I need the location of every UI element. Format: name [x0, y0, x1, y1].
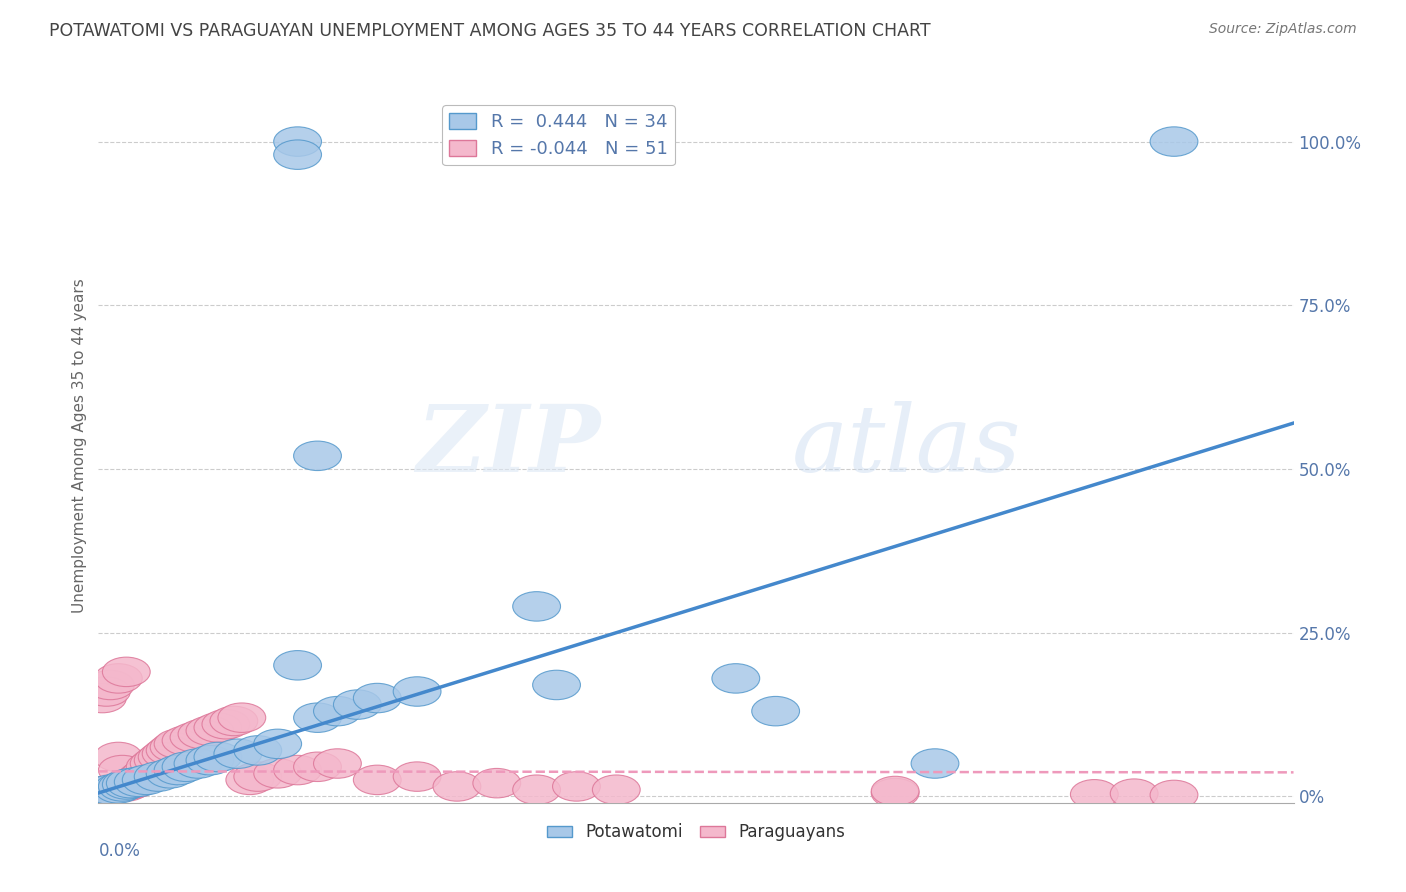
Ellipse shape	[394, 762, 441, 791]
Ellipse shape	[711, 664, 759, 693]
Ellipse shape	[155, 756, 202, 785]
Ellipse shape	[274, 127, 322, 156]
Ellipse shape	[1150, 127, 1198, 156]
Ellipse shape	[911, 748, 959, 778]
Ellipse shape	[513, 775, 561, 805]
Ellipse shape	[146, 736, 194, 765]
Ellipse shape	[433, 772, 481, 801]
Ellipse shape	[752, 697, 800, 726]
Text: Source: ZipAtlas.com: Source: ZipAtlas.com	[1209, 22, 1357, 37]
Ellipse shape	[146, 758, 194, 788]
Ellipse shape	[394, 677, 441, 706]
Ellipse shape	[353, 683, 401, 713]
Ellipse shape	[122, 765, 170, 795]
Ellipse shape	[162, 752, 209, 781]
Ellipse shape	[274, 650, 322, 680]
Ellipse shape	[114, 767, 162, 797]
Ellipse shape	[592, 775, 640, 805]
Text: atlas: atlas	[792, 401, 1021, 491]
Ellipse shape	[214, 739, 262, 768]
Text: 0.0%: 0.0%	[98, 842, 141, 860]
Ellipse shape	[111, 768, 159, 797]
Ellipse shape	[1070, 780, 1118, 809]
Ellipse shape	[170, 723, 218, 752]
Ellipse shape	[472, 768, 520, 797]
Ellipse shape	[233, 736, 281, 765]
Ellipse shape	[294, 703, 342, 732]
Ellipse shape	[274, 756, 322, 785]
Text: POTAWATOMI VS PARAGUAYAN UNEMPLOYMENT AMONG AGES 35 TO 44 YEARS CORRELATION CHAR: POTAWATOMI VS PARAGUAYAN UNEMPLOYMENT AM…	[49, 22, 931, 40]
Ellipse shape	[142, 739, 190, 768]
Ellipse shape	[553, 772, 600, 801]
Ellipse shape	[209, 706, 257, 736]
Ellipse shape	[122, 758, 170, 788]
Ellipse shape	[353, 765, 401, 795]
Ellipse shape	[90, 773, 138, 803]
Ellipse shape	[107, 768, 155, 797]
Ellipse shape	[94, 742, 142, 772]
Ellipse shape	[872, 778, 920, 808]
Ellipse shape	[135, 746, 183, 775]
Ellipse shape	[83, 776, 131, 805]
Ellipse shape	[83, 677, 131, 706]
Ellipse shape	[179, 719, 226, 748]
Ellipse shape	[79, 778, 127, 808]
Ellipse shape	[87, 775, 135, 805]
Ellipse shape	[174, 748, 222, 778]
Ellipse shape	[118, 762, 166, 791]
Ellipse shape	[79, 683, 127, 713]
Ellipse shape	[103, 770, 150, 799]
Ellipse shape	[94, 664, 142, 693]
Ellipse shape	[218, 703, 266, 732]
Ellipse shape	[194, 713, 242, 742]
Legend: Potawatomi, Paraguayans: Potawatomi, Paraguayans	[540, 817, 852, 848]
Text: ZIP: ZIP	[416, 401, 600, 491]
Ellipse shape	[533, 670, 581, 699]
Ellipse shape	[94, 773, 142, 803]
Ellipse shape	[254, 758, 302, 788]
Ellipse shape	[202, 709, 250, 739]
Ellipse shape	[186, 746, 233, 775]
Ellipse shape	[138, 742, 186, 772]
Ellipse shape	[87, 670, 135, 699]
Ellipse shape	[872, 776, 920, 805]
Ellipse shape	[294, 752, 342, 781]
Ellipse shape	[333, 690, 381, 719]
Ellipse shape	[87, 775, 135, 805]
Ellipse shape	[155, 729, 202, 758]
Ellipse shape	[107, 770, 155, 799]
Ellipse shape	[314, 748, 361, 778]
Ellipse shape	[314, 697, 361, 726]
Ellipse shape	[127, 752, 174, 781]
Ellipse shape	[233, 762, 281, 791]
Ellipse shape	[294, 441, 342, 471]
Y-axis label: Unemployment Among Ages 35 to 44 years: Unemployment Among Ages 35 to 44 years	[72, 278, 87, 614]
Ellipse shape	[254, 729, 302, 758]
Ellipse shape	[83, 776, 131, 805]
Ellipse shape	[98, 772, 146, 801]
Ellipse shape	[186, 716, 233, 746]
Ellipse shape	[98, 756, 146, 785]
Ellipse shape	[150, 732, 198, 762]
Ellipse shape	[131, 748, 179, 778]
Ellipse shape	[79, 778, 127, 808]
Ellipse shape	[274, 140, 322, 169]
Ellipse shape	[226, 765, 274, 795]
Ellipse shape	[513, 591, 561, 621]
Ellipse shape	[103, 772, 150, 801]
Ellipse shape	[114, 765, 162, 795]
Ellipse shape	[194, 742, 242, 772]
Ellipse shape	[103, 657, 150, 687]
Ellipse shape	[135, 762, 183, 791]
Ellipse shape	[1111, 779, 1159, 808]
Ellipse shape	[162, 726, 209, 756]
Ellipse shape	[1150, 780, 1198, 810]
